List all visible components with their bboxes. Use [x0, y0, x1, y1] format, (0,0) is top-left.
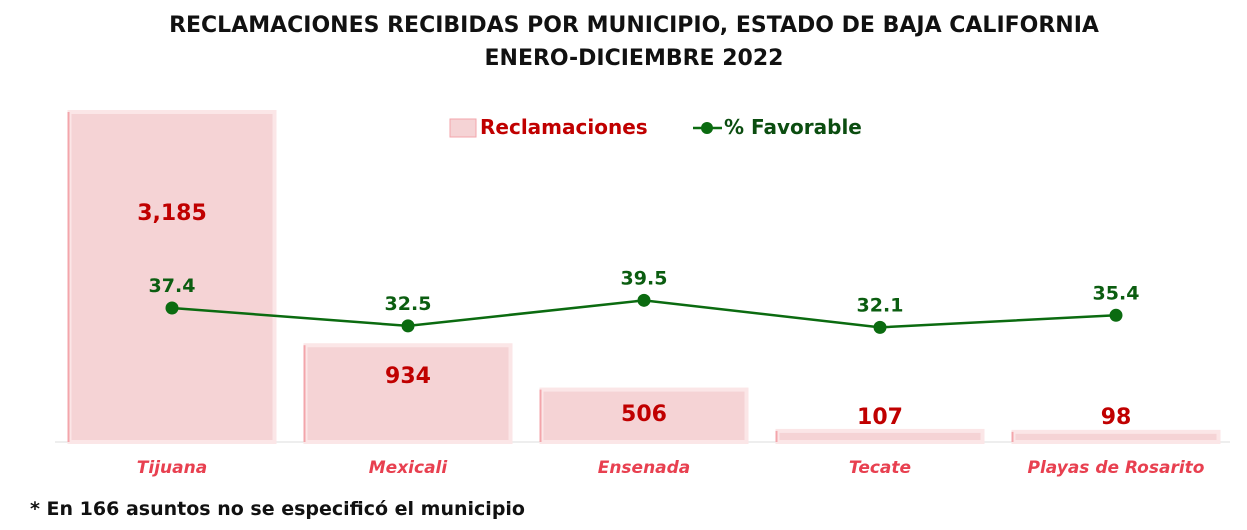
favorable-value-label: 32.5	[385, 293, 432, 315]
bar-value-label: 98	[1101, 405, 1132, 430]
legend-label-reclamaciones: Reclamaciones	[480, 115, 648, 139]
legend: Reclamaciones % Favorable	[449, 115, 862, 139]
category-label: Ensenada	[598, 458, 691, 478]
category-label: Mexicali	[369, 458, 449, 478]
chart-title-line-1: RECLAMACIONES RECIBIDAS POR MUNICIPIO, E…	[169, 13, 1099, 38]
legend-label-favorable: % Favorable	[724, 115, 862, 139]
bar-playas-de-rosarito	[1011, 429, 1221, 445]
legend-marker	[701, 122, 713, 134]
category-label: Playas de Rosarito	[1028, 458, 1205, 478]
favorable-point	[1109, 308, 1123, 322]
favorable-point	[165, 301, 179, 315]
favorable-point	[401, 319, 415, 333]
bar-ensenada	[539, 387, 749, 444]
bar-value-label: 3,185	[137, 201, 207, 226]
bar-mexicali	[303, 343, 513, 444]
category-label: Tecate	[849, 458, 911, 478]
favorable-value-label: 32.1	[857, 294, 904, 316]
favorable-value-label: 35.4	[1093, 282, 1140, 304]
favorable-value-label: 37.4	[149, 275, 196, 297]
bar-tecate	[775, 428, 985, 445]
legend-bar-swatch	[449, 118, 477, 138]
favorable-point	[637, 293, 651, 307]
footnote: * En 166 asuntos no se especificó el mun…	[30, 498, 525, 520]
favorable-value-label: 39.5	[621, 267, 668, 289]
bar-value-label: 506	[621, 402, 667, 427]
favorable-point	[873, 320, 887, 334]
category-label: Tijuana	[137, 458, 207, 478]
bar-value-label: 107	[857, 405, 903, 430]
chart-title-line-2: ENERO-DICIEMBRE 2022	[485, 46, 784, 71]
bar-value-label: 934	[385, 364, 431, 389]
